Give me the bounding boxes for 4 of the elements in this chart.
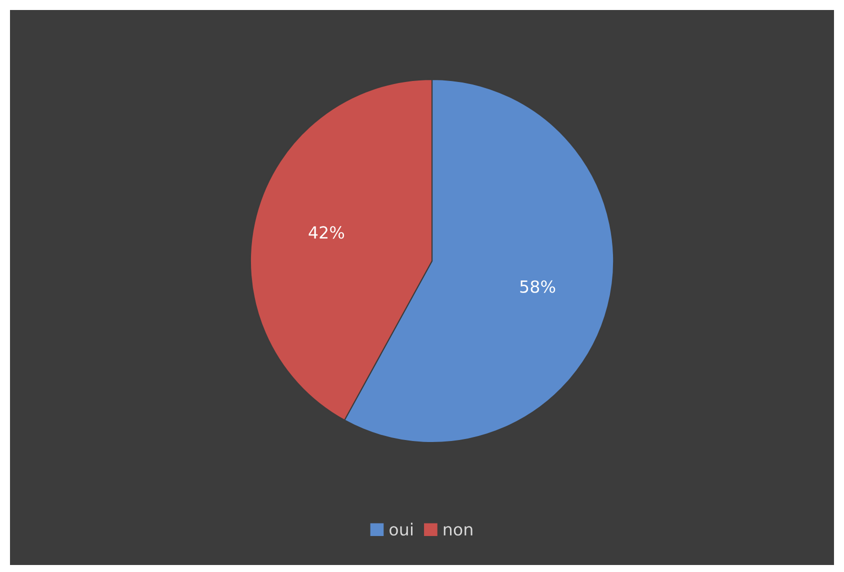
legend-label: oui — [390, 522, 412, 536]
data-label: 58% — [520, 280, 556, 293]
data-label: 42% — [308, 226, 344, 239]
legend-label: non — [444, 526, 472, 536]
